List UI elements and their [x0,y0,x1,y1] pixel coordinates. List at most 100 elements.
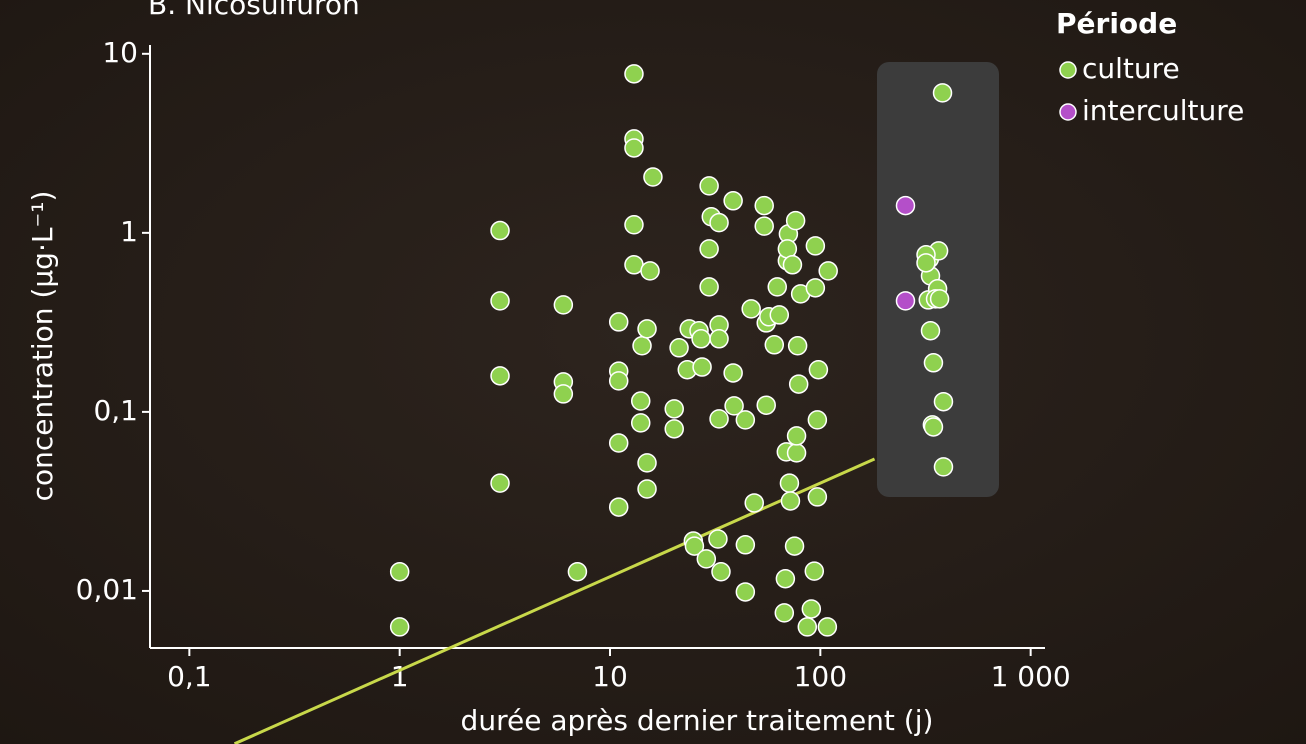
point [630,413,651,433]
point [490,473,510,493]
point [932,83,953,103]
point [808,359,829,380]
y-tick-label: 0,1 [93,394,138,427]
point [553,295,574,315]
legend-marker [1059,61,1077,79]
point [895,291,916,311]
point [664,419,684,439]
point [756,395,776,415]
point [723,191,743,211]
point [490,366,510,386]
point [669,338,689,358]
point [735,410,756,430]
point [724,396,744,416]
point [807,410,828,430]
point [895,195,916,216]
point [708,529,728,549]
point [608,312,629,332]
y-axis-label: concentration (µg·L⁻¹) [26,191,59,502]
point [916,253,936,273]
point [933,391,954,412]
point [786,426,807,446]
point [741,299,761,319]
point [801,599,822,619]
point [640,261,660,281]
point [699,277,719,297]
point [923,417,944,437]
x-tick-label: 1 [391,660,409,693]
point [933,457,954,477]
point [779,473,800,493]
point [805,278,826,298]
point [632,336,652,356]
point [389,617,410,637]
point [490,291,510,311]
trend-line [233,457,876,744]
point [767,277,788,297]
legend-label: interculture [1082,94,1244,127]
point [624,214,644,235]
point [553,384,574,404]
point [754,216,774,236]
point [797,617,818,637]
point [817,617,838,637]
point [807,487,828,507]
point [699,239,719,259]
point [754,195,774,216]
point [643,167,663,187]
point [389,561,410,582]
point [920,320,941,341]
point [624,64,644,84]
point [804,561,825,581]
point [664,399,684,419]
point [630,391,651,411]
point [782,255,803,275]
point [929,289,950,309]
y-tick-label: 0,01 [76,573,138,606]
point [684,536,705,556]
point [709,212,729,233]
point [637,479,657,499]
legend-title: Période [1056,7,1177,40]
point [696,549,717,569]
point [744,493,764,513]
point [624,255,644,275]
x-axis-label: durée après dernier traitement (j) [461,704,934,737]
x-tick-label: 0,1 [167,660,212,693]
point [764,335,785,355]
x-tick-label: 1 000 [991,660,1071,693]
x-tick-label: 100 [794,660,847,693]
point [723,363,743,383]
point [691,329,711,349]
legend-label: culture [1082,52,1180,85]
y-tick-label: 1 [120,215,138,248]
point [735,582,756,602]
point [769,305,790,325]
point [774,603,795,623]
point [608,433,629,453]
point [567,561,588,582]
point [787,336,808,356]
point [608,497,629,517]
point [624,138,644,158]
legend-marker [1059,103,1077,121]
point [699,176,719,196]
point [709,329,729,349]
point [784,536,805,556]
point [735,535,756,555]
point [923,353,944,373]
point [637,319,657,339]
point [785,210,806,231]
point [608,371,629,391]
point [637,453,657,473]
point [786,443,807,463]
point [692,357,712,377]
chart-title: B. Nicosulfuron [148,0,360,21]
point [490,220,510,241]
point [788,374,809,394]
point [709,409,729,429]
x-tick-label: 10 [592,660,628,693]
point [805,236,826,256]
